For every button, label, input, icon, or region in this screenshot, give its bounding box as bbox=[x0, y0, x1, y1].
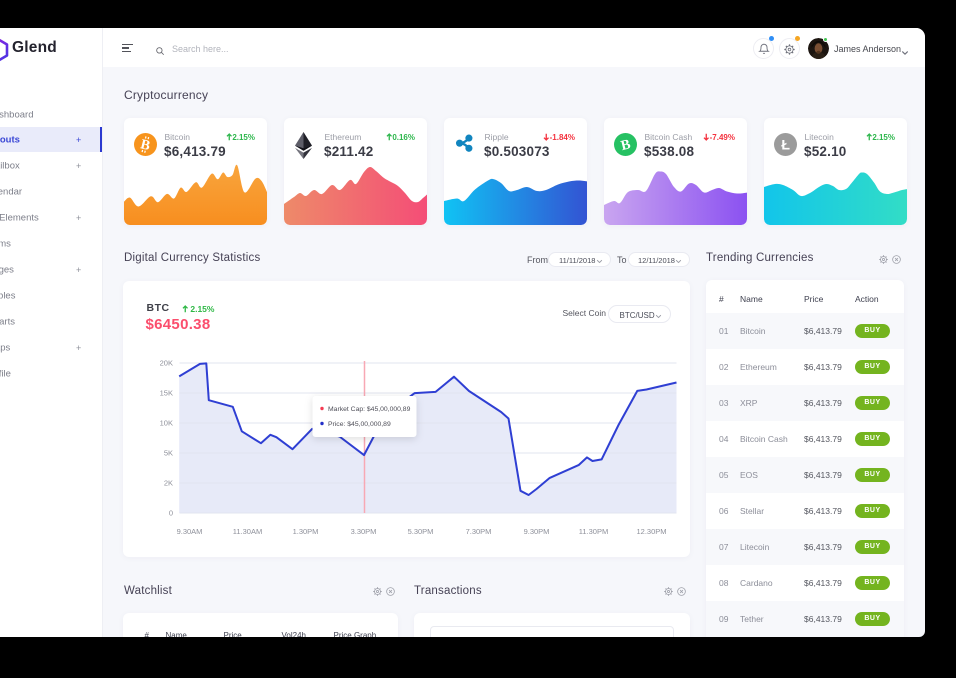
svg-text:15K: 15K bbox=[159, 389, 172, 398]
svg-text:10K: 10K bbox=[159, 419, 172, 428]
svg-text:9.30AM: 9.30AM bbox=[176, 527, 202, 536]
svg-text:3.30PM: 3.30PM bbox=[350, 527, 376, 536]
svg-text:20K: 20K bbox=[159, 359, 172, 368]
svg-text:Ł: Ł bbox=[781, 137, 790, 153]
svg-text:5.30PM: 5.30PM bbox=[407, 527, 433, 536]
svg-text:0: 0 bbox=[168, 509, 172, 518]
svg-text:12.30PM: 12.30PM bbox=[636, 527, 666, 536]
svg-text:Price: $45,00,000,89: Price: $45,00,000,89 bbox=[328, 421, 391, 428]
svg-text:1.30PM: 1.30PM bbox=[292, 527, 318, 536]
svg-text:Market Cap: $45,00,000,89: Market Cap: $45,00,000,89 bbox=[328, 406, 411, 413]
svg-text:11.30AM: 11.30AM bbox=[232, 527, 261, 536]
svg-text:5K: 5K bbox=[163, 449, 172, 458]
svg-text:B: B bbox=[619, 136, 633, 154]
svg-text:11.30PM: 11.30PM bbox=[578, 527, 607, 536]
svg-text:7.30PM: 7.30PM bbox=[465, 527, 491, 536]
svg-text:2K: 2K bbox=[163, 479, 172, 488]
svg-text:B: B bbox=[139, 136, 153, 154]
svg-text:9.30PM: 9.30PM bbox=[523, 527, 549, 536]
